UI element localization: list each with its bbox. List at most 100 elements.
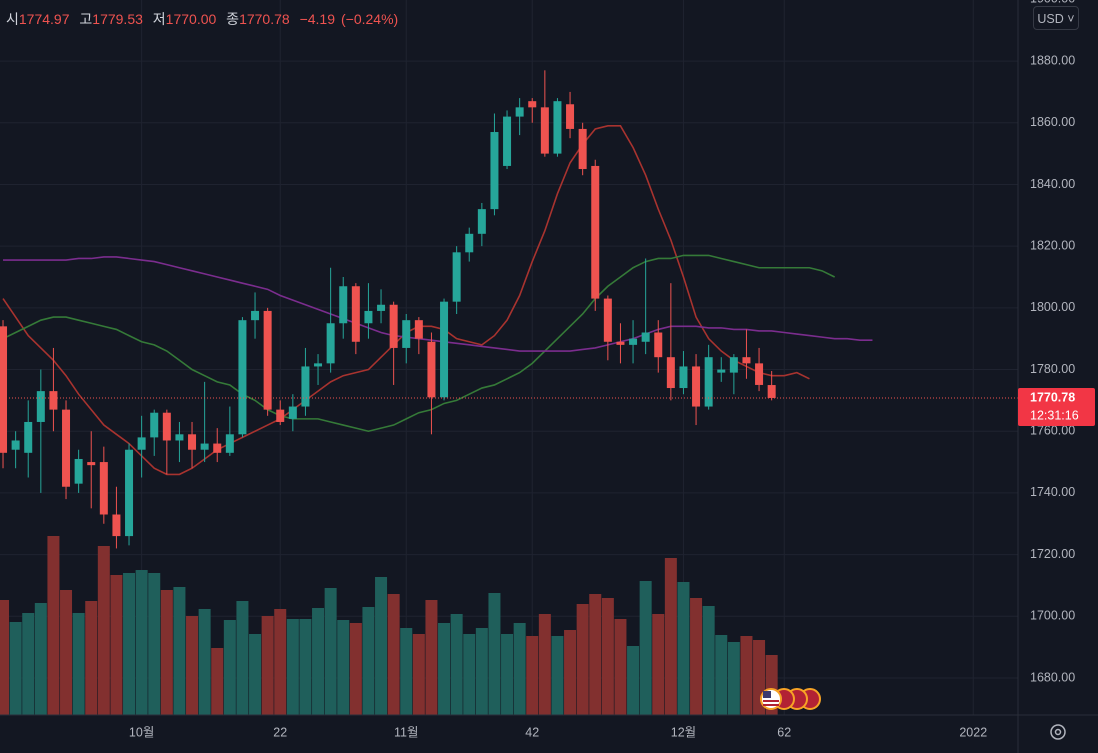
legend-value: 1779.53: [92, 11, 143, 27]
volume-bar: [627, 646, 640, 715]
candle-body: [641, 332, 650, 342]
volume-bar: [47, 536, 60, 715]
settings-icon[interactable]: [1050, 724, 1066, 740]
volume-bar: [286, 619, 299, 715]
volume-bar: [690, 598, 703, 715]
volume-bar: [148, 573, 161, 715]
candle-body: [465, 233, 474, 253]
volume-bar: [337, 620, 350, 715]
flag-canton: [763, 691, 771, 698]
volume-bar: [85, 601, 98, 715]
candle-body: [301, 366, 310, 407]
volume-bar: [22, 613, 35, 715]
ohlc-legend: 시1774.97 고1779.53 저1770.00 종1770.78 −4.1…: [6, 9, 404, 29]
y-tick-label: 1740.00: [1030, 485, 1075, 499]
y-tick-label: 1760.00: [1030, 424, 1075, 438]
volume-bar: [564, 630, 577, 715]
candle-body: [389, 304, 398, 348]
candle-body: [326, 323, 335, 364]
volume-bar: [589, 594, 602, 715]
volume-bar: [652, 614, 665, 715]
legend-label: 종: [226, 11, 240, 27]
currency-button[interactable]: USD ˅: [1033, 6, 1079, 30]
candle-body: [692, 366, 701, 407]
candle-body: [717, 369, 726, 373]
volume-bar: [740, 636, 753, 715]
candle-body: [654, 332, 663, 358]
volume-bar: [349, 623, 362, 715]
candle-body: [553, 101, 562, 154]
candle-body: [225, 434, 234, 453]
candle-body: [515, 107, 524, 117]
legend-value: 1770.78: [239, 11, 290, 27]
volume-bar: [639, 581, 652, 715]
candle-body: [0, 326, 8, 453]
x-tick-label: 12월: [671, 725, 696, 739]
candles: [0, 70, 1018, 549]
candle-body: [112, 514, 121, 537]
candle-body: [490, 132, 499, 210]
volume-bar: [0, 600, 10, 715]
candle-body: [616, 341, 625, 345]
candle-body: [755, 363, 764, 385]
y-tick-label: 1680.00: [1030, 670, 1075, 684]
candle-body: [427, 341, 436, 398]
volume-bar: [249, 634, 262, 715]
legend-label: 저: [152, 11, 166, 27]
candle-body: [74, 458, 83, 484]
volume-bar: [97, 546, 110, 715]
volume-bar: [110, 575, 123, 715]
candle-body: [24, 421, 33, 453]
countdown: 12:31:16: [1030, 408, 1079, 422]
candle-body: [729, 357, 738, 373]
y-tick-label: 1900.00: [1030, 0, 1075, 6]
last-price-label: 1770.78: [1030, 390, 1075, 404]
volume-bar: [34, 603, 47, 715]
gear-hub: [1054, 728, 1062, 736]
gear[interactable]: [1050, 724, 1066, 740]
volume-bar: [677, 582, 690, 715]
candle-body: [62, 409, 71, 487]
candle-body: [188, 434, 197, 450]
volume-bar: [488, 593, 501, 715]
candle-body: [238, 320, 247, 435]
volume-bar: [72, 613, 85, 715]
candle-body: [339, 286, 348, 324]
y-tick-label: 1820.00: [1030, 238, 1075, 252]
candle-body: [288, 406, 297, 419]
volume-bar: [362, 607, 375, 715]
volume-bar: [299, 619, 312, 715]
volume-bar: [60, 590, 73, 715]
volume-bar: [324, 588, 337, 715]
candle-body: [528, 101, 537, 108]
candle-body: [452, 252, 461, 302]
volume-pane: [0, 536, 778, 715]
candle-body: [578, 128, 587, 170]
candle-body: [591, 165, 600, 299]
y-tick-label: 1720.00: [1030, 547, 1075, 561]
candle-body: [213, 443, 222, 453]
candle-body: [125, 449, 134, 537]
moving-averages: [2, 125, 873, 476]
volume-bar: [664, 558, 677, 715]
volume-bar: [501, 634, 514, 715]
candle-body: [87, 462, 96, 466]
y-tick-label: 1880.00: [1030, 53, 1075, 67]
currency: USD: [1037, 12, 1064, 26]
volume-bar: [135, 570, 148, 715]
candle-body: [704, 357, 713, 407]
y-tick-label: 1800.00: [1030, 300, 1075, 314]
volume-bar: [526, 636, 539, 715]
candle-body: [99, 462, 108, 515]
volume-bar: [475, 628, 488, 715]
volume-bar: [513, 623, 526, 715]
candle-body: [603, 298, 612, 342]
volume-bar: [186, 616, 199, 715]
candle-body: [679, 366, 688, 389]
volume-bar: [236, 601, 249, 715]
volume-bar: [450, 614, 463, 715]
candle-body: [402, 320, 411, 348]
volume-bar: [400, 628, 413, 715]
candle-body: [200, 443, 209, 450]
